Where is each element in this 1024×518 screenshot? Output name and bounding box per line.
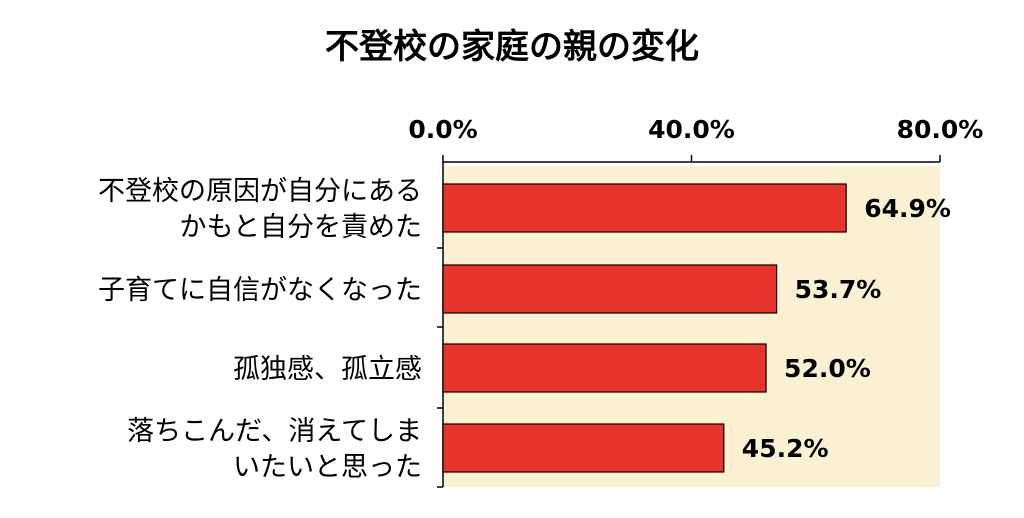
category-label-line: 孤独感、孤立感: [233, 354, 422, 385]
category-labels: 不登校の原因が自分にあるかもと自分を責めた子育てに自信がなくなった孤独感、孤立感…: [98, 176, 422, 483]
x-axis: 0.0% 40.0% 80.0%: [408, 115, 984, 488]
bar: [442, 183, 847, 233]
category-label: 子育てに自信がなくなった: [98, 275, 422, 306]
category-label-line: かもと自分を責めた: [180, 212, 422, 243]
value-label: 64.9%: [864, 194, 951, 223]
category-label-line: 子育てに自信がなくなった: [98, 275, 422, 306]
bar-series: 64.9% 53.7% 52.0% 45.2%: [442, 183, 951, 473]
bar: [442, 264, 778, 314]
value-label: 52.0%: [784, 354, 871, 383]
category-label-line: いたいと思った: [233, 452, 422, 483]
x-tick-label: 80.0%: [897, 115, 984, 144]
x-tick-label: 40.0%: [648, 115, 735, 144]
category-label: 不登校の原因が自分にあるかもと自分を責めた: [98, 176, 422, 243]
category-label: 孤独感、孤立感: [233, 354, 422, 385]
chart-title: 不登校の家庭の親の変化: [325, 27, 699, 67]
bar: [442, 423, 725, 473]
value-label: 45.2%: [742, 434, 829, 463]
value-label: 53.7%: [795, 275, 882, 304]
category-label: 落ちこんだ、消えてしまいたいと思った: [127, 416, 422, 483]
category-label-line: 落ちこんだ、消えてしま: [127, 416, 422, 447]
category-label-line: 不登校の原因が自分にある: [98, 176, 422, 207]
bar: [442, 343, 767, 393]
x-tick-label: 0.0%: [408, 115, 477, 144]
